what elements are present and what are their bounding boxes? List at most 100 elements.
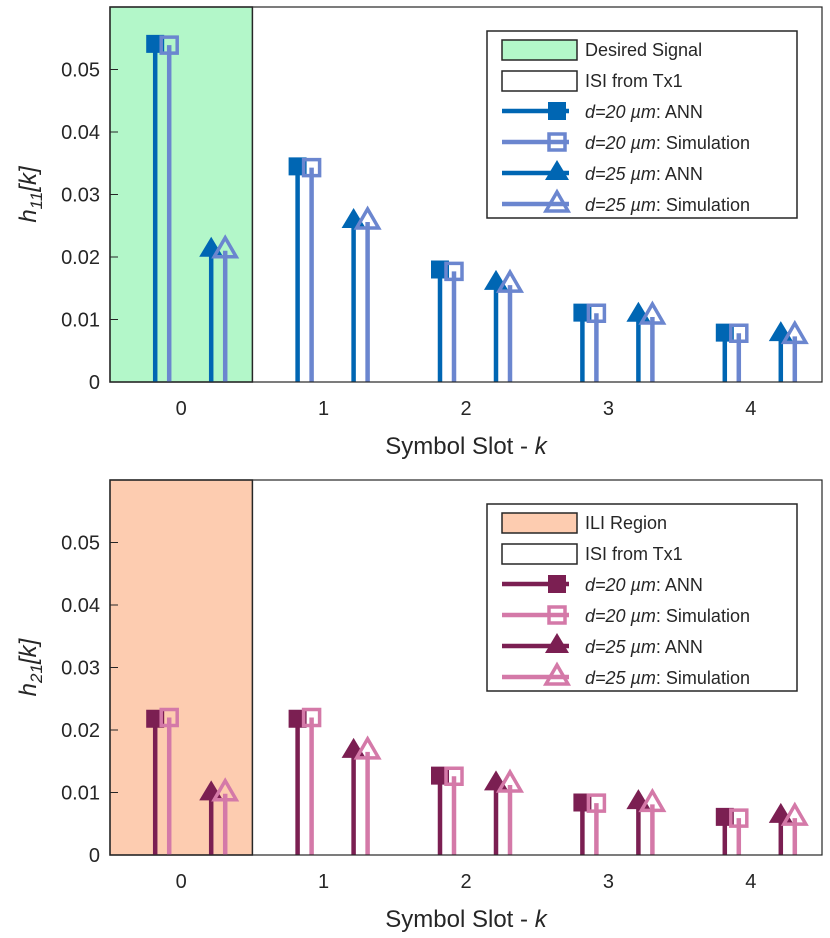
y-tick-label: 0.05 bbox=[61, 533, 100, 555]
legend-label: ISI from Tx1 bbox=[585, 544, 683, 564]
axes-box bbox=[109, 479, 823, 856]
marker-series-1 bbox=[159, 35, 179, 55]
marker-series-1 bbox=[301, 707, 322, 728]
legend-label-d: d=25 bbox=[585, 164, 631, 184]
x-tick-label: 2 bbox=[460, 871, 471, 893]
y-tick-label: 0.03 bbox=[61, 185, 100, 207]
y-tick-label: 0.04 bbox=[61, 595, 100, 617]
marker-series-1 bbox=[729, 808, 749, 828]
chart-1: 0 0.01 0.02 0.03 0.04 0.05 0 1 2 3 4 Symbol Slot - … bbox=[15, 479, 823, 933]
legend-entry: d=20 µm: Simulation bbox=[502, 605, 750, 626]
legend-swatch bbox=[501, 70, 578, 92]
marker-series-3 bbox=[353, 205, 382, 230]
legend-marker bbox=[548, 575, 566, 593]
legend-label-d: d=20 bbox=[585, 133, 631, 153]
y-tick-label: 0.01 bbox=[61, 783, 100, 805]
legend-label-unit: µm bbox=[630, 195, 656, 215]
legend-marker bbox=[545, 633, 569, 653]
legend-label-rest: : Simulation bbox=[656, 668, 750, 688]
y-tick-label: 0 bbox=[89, 372, 100, 394]
legend-entry: d=20 µm: ANN bbox=[502, 102, 703, 122]
y-tick-label: 0.03 bbox=[61, 658, 100, 680]
legend-swatch bbox=[501, 39, 578, 61]
legend-entry: ISI from Tx1 bbox=[501, 70, 683, 92]
legend-label: d=25 µm: Simulation bbox=[585, 195, 750, 215]
legend-label-d: d=25 bbox=[585, 637, 631, 657]
marker-series-1 bbox=[159, 707, 179, 728]
marker-series-1 bbox=[729, 323, 749, 343]
legend-label-unit: µm bbox=[630, 637, 656, 657]
legend-label: d=20 µm: Simulation bbox=[585, 133, 750, 153]
legend-entry: Desired Signal bbox=[501, 39, 702, 61]
marker-series-3 bbox=[638, 787, 667, 813]
x-tick-label: 1 bbox=[318, 398, 329, 420]
legend-swatch bbox=[501, 543, 578, 565]
legend-label-rest: : Simulation bbox=[656, 195, 750, 215]
legend-label-d: d=25 bbox=[585, 668, 631, 688]
x-tick-label: 0 bbox=[176, 398, 187, 420]
legend-marker bbox=[545, 160, 569, 180]
legend-label: d=20 µm: ANN bbox=[585, 102, 703, 122]
x-tick-label: 3 bbox=[603, 871, 614, 893]
legend-box bbox=[486, 503, 798, 692]
legend-label-unit: µm bbox=[630, 164, 656, 184]
legend-label-unit: µm bbox=[630, 606, 656, 626]
legend-label: d=20 µm: ANN bbox=[585, 575, 703, 595]
legend-entry: d=20 µm: ANN bbox=[502, 575, 703, 595]
marker-series-3 bbox=[211, 777, 240, 802]
y-tick-label: 0.01 bbox=[61, 310, 100, 332]
marker-series-3 bbox=[638, 300, 667, 325]
legend-label: ILI Region bbox=[585, 513, 667, 533]
legend-label-rest: : ANN bbox=[656, 637, 703, 657]
y-tick-label: 0.02 bbox=[61, 247, 100, 269]
y-axis-label-h: h bbox=[15, 683, 42, 696]
legend-entry: d=25 µm: ANN bbox=[502, 160, 703, 184]
x-axis-label-text: Symbol Slot - bbox=[385, 433, 534, 460]
y-tick-label: 0.04 bbox=[61, 122, 100, 144]
x-tick-label: 4 bbox=[745, 398, 756, 420]
x-tick-label: 1 bbox=[318, 871, 329, 893]
y-tick-label: 0 bbox=[89, 845, 100, 867]
legend-label: ISI from Tx1 bbox=[585, 71, 683, 91]
x-tick-label: 4 bbox=[745, 871, 756, 893]
legend-label-unit: µm bbox=[630, 575, 656, 595]
legend-label-unit: µm bbox=[630, 668, 656, 688]
x-axis-label: Symbol Slot - k bbox=[385, 433, 548, 460]
legend-label-unit: µm bbox=[630, 102, 656, 122]
y-axis-label: h11[k] bbox=[15, 165, 46, 223]
legend-label-rest: : ANN bbox=[656, 102, 703, 122]
y-axis-label-arg: [k] bbox=[15, 165, 42, 193]
legend-label-d: d=20 bbox=[585, 575, 631, 595]
marker-series-3 bbox=[495, 268, 525, 293]
x-tick-label: 0 bbox=[176, 871, 187, 893]
legend-label: Desired Signal bbox=[585, 40, 702, 60]
marker-series-1 bbox=[444, 261, 464, 282]
legend-marker bbox=[547, 605, 567, 625]
marker-series-1 bbox=[301, 157, 322, 178]
x-axis-label-var: k bbox=[535, 906, 549, 933]
legend-box bbox=[486, 30, 798, 219]
legend-label-rest: : Simulation bbox=[656, 133, 750, 153]
legend-label: d=25 µm: Simulation bbox=[585, 668, 750, 688]
legend-marker bbox=[542, 661, 572, 686]
y-tick-label: 0.05 bbox=[61, 60, 100, 82]
legend-entry: d=25 µm: Simulation bbox=[502, 661, 750, 688]
legend-entry: d=20 µm: Simulation bbox=[502, 132, 750, 153]
marker-series-3 bbox=[780, 801, 809, 826]
y-axis-label-h: h bbox=[15, 209, 42, 222]
marker-series-1 bbox=[586, 303, 607, 323]
legend-entry: d=25 µm: ANN bbox=[502, 633, 703, 657]
legend-label-rest: : ANN bbox=[656, 164, 703, 184]
y-axis-label-sub: 11 bbox=[27, 192, 46, 210]
x-axis-label-var: k bbox=[535, 433, 549, 460]
x-tick-label: 3 bbox=[603, 398, 614, 420]
legend-marker bbox=[548, 102, 566, 120]
legend-label-rest: : Simulation bbox=[656, 606, 750, 626]
y-tick-label: 0.02 bbox=[61, 720, 100, 742]
legend-label-unit: µm bbox=[630, 133, 656, 153]
legend-label-rest: : ANN bbox=[656, 575, 703, 595]
